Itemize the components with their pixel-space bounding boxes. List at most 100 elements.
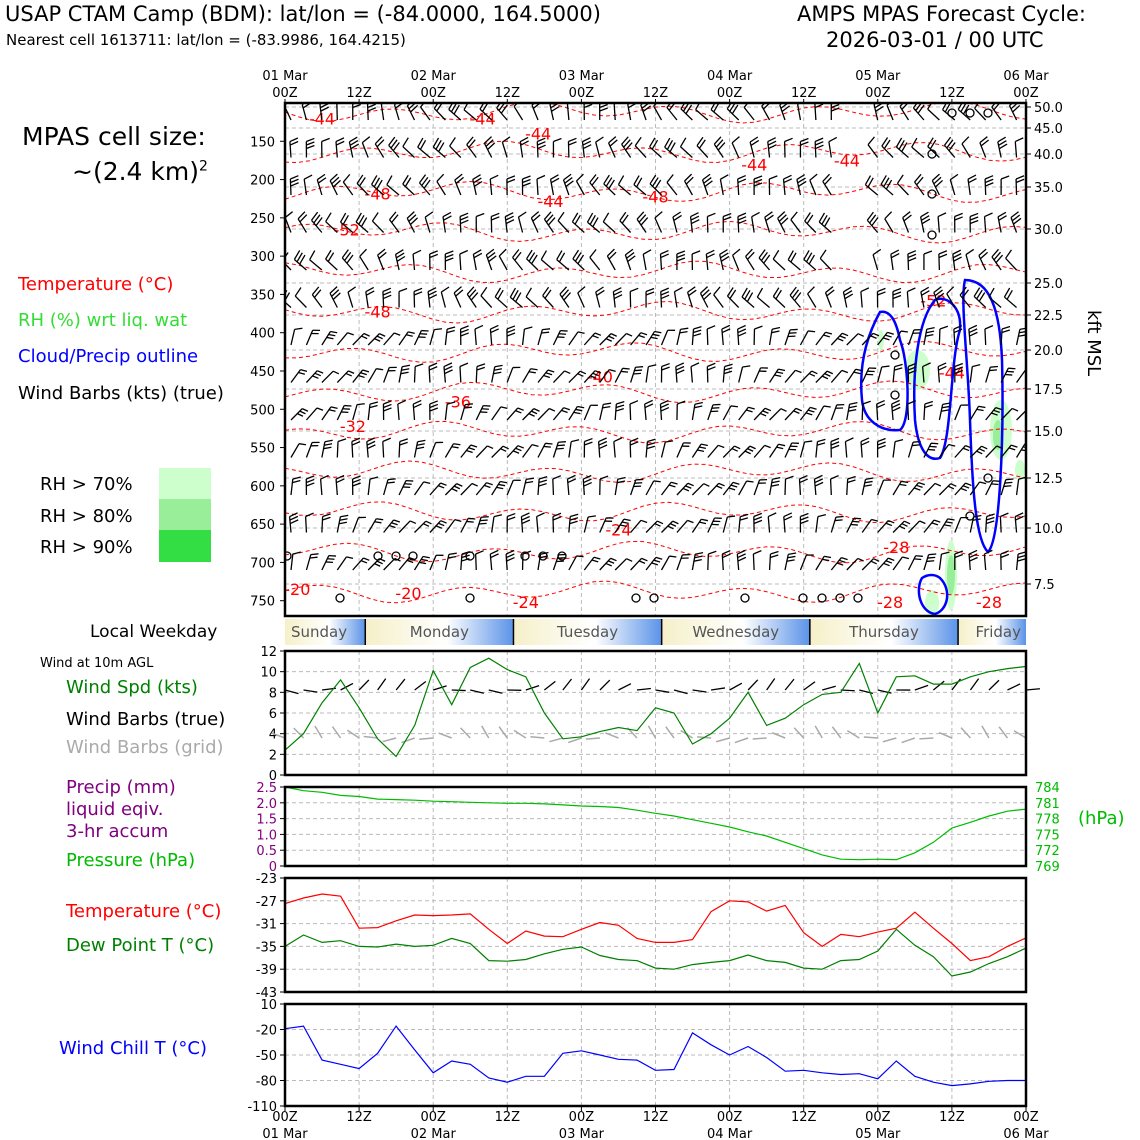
wind-barb	[967, 174, 977, 196]
contour-label: -28	[877, 593, 903, 612]
wind-barb-flag	[647, 438, 656, 443]
wind-barb-flag	[931, 522, 939, 526]
pressure-tick-label: 150	[250, 135, 275, 150]
wind-barb	[946, 286, 956, 308]
wind-barb-staff	[442, 216, 447, 233]
wind-barb-flag	[722, 549, 731, 555]
grid-wind-barb	[981, 725, 990, 739]
wind-barb-flag	[613, 437, 623, 443]
pressure-tick-label: 400	[250, 327, 275, 342]
wind-barb-flag	[942, 103, 948, 111]
wind-barb-staff	[691, 443, 702, 458]
wind-barb-flag	[722, 553, 731, 559]
wind-barb-flag	[937, 212, 947, 218]
wind-barb	[706, 325, 716, 346]
pressure-tick-label: 200	[250, 174, 275, 189]
wind-barb-flag	[577, 373, 584, 377]
wind-barb-flag	[362, 369, 370, 373]
wind-barb-flag	[1010, 211, 1019, 219]
wind-barb-flag	[730, 484, 738, 488]
wind-barb	[316, 173, 327, 196]
wind-barb-flag	[446, 329, 455, 334]
grid-wind-barb	[715, 737, 730, 743]
contour-label: -44	[537, 192, 563, 211]
wind-barb-flag	[804, 212, 811, 222]
wind-barb	[305, 441, 320, 458]
wind-barb-flag	[771, 326, 781, 330]
wind-barb	[352, 403, 365, 421]
wind-barb-flag	[934, 179, 944, 188]
wind-barb-flag	[361, 335, 368, 340]
wind-barb-staff	[636, 218, 647, 233]
wind-barb-flag	[640, 332, 648, 336]
wind-barb-flag	[476, 363, 486, 368]
wind-barb-flag	[694, 401, 703, 405]
wind-barb-flag	[756, 287, 764, 298]
wind-barb-flag	[761, 103, 766, 107]
wind-barb-staff	[968, 553, 971, 571]
bottom-hour-label: 12Z	[495, 1110, 521, 1125]
wind-barb	[537, 369, 555, 383]
wind-barb-flag	[1008, 447, 1016, 451]
wind-barb-flag	[396, 255, 406, 262]
wind-barb-flag	[449, 137, 456, 147]
bottom-hour-label: 12Z	[346, 1110, 372, 1125]
wind-barb-staff	[466, 144, 477, 158]
wind-barb	[784, 475, 794, 496]
wind-barb	[696, 136, 709, 158]
wind-barb-flag	[565, 180, 574, 188]
wind-barb-flag	[695, 103, 701, 110]
wind-barb	[537, 407, 556, 421]
wind-barb-staff	[606, 255, 616, 271]
wind-barb	[449, 137, 462, 158]
wind-barb-staff	[475, 445, 488, 458]
wind-barb-flag	[445, 253, 454, 259]
wind-barb-staff	[581, 141, 585, 158]
wind-barb-flag	[687, 519, 694, 524]
bottom-date-label: 06 Mar	[1003, 1127, 1049, 1140]
wind-barb-flag	[824, 555, 832, 559]
wind-barb-staff	[1004, 296, 1017, 308]
wind-barb	[321, 330, 338, 346]
wind-barb-staff	[321, 370, 334, 383]
calm-wind-circle	[965, 511, 975, 521]
wind-barb-staff	[501, 142, 508, 158]
wind-barb-flag	[669, 523, 677, 527]
wind-barb-flag	[731, 104, 739, 115]
legend-wind-speed: Wind Spd (kts)	[66, 677, 198, 698]
wind-barb	[602, 212, 616, 233]
wind-barb-flag	[623, 139, 631, 148]
wind-barb-staff	[329, 292, 338, 308]
wind-barb-flag	[617, 480, 626, 484]
wind-barb-flag	[361, 136, 371, 144]
wind-barb-flag	[961, 289, 970, 299]
wind-barb-flag	[498, 483, 506, 487]
wind-barb-flag	[934, 289, 943, 297]
wind-barb	[444, 401, 456, 421]
wind-barb	[777, 211, 789, 233]
wind-barb-staff	[983, 554, 987, 571]
true-wind-barb	[784, 678, 795, 691]
wind-barb-staff	[311, 219, 323, 233]
wind-barb-flag	[522, 182, 531, 187]
wind-barb-flag	[947, 485, 955, 490]
wind-barb-flag	[817, 438, 826, 443]
wind-barb-flag	[436, 173, 445, 182]
wind-barb-staff	[619, 220, 632, 233]
wind-barb-flag	[541, 331, 550, 334]
wind-barb-flag	[803, 250, 810, 260]
wind-barb-flag	[650, 336, 658, 340]
wind-barb-flag	[892, 406, 901, 412]
wind-barb-staff	[583, 370, 596, 383]
wind-barb-flag	[904, 520, 911, 525]
wind-barb-flag	[979, 481, 987, 485]
wind-barb-staff	[417, 146, 431, 158]
wind-barb-flag	[582, 140, 592, 146]
wind-barb-flag	[609, 139, 618, 147]
wind-barb-flag	[660, 406, 670, 412]
wind-barb-staff	[483, 142, 493, 158]
bottom-date-label: 04 Mar	[707, 1127, 753, 1140]
nearest-cell-label: Nearest cell 1613711: lat/lon = (-83.998…	[6, 31, 406, 49]
wind-barb	[938, 443, 956, 458]
wind-barb-flag	[664, 137, 671, 148]
